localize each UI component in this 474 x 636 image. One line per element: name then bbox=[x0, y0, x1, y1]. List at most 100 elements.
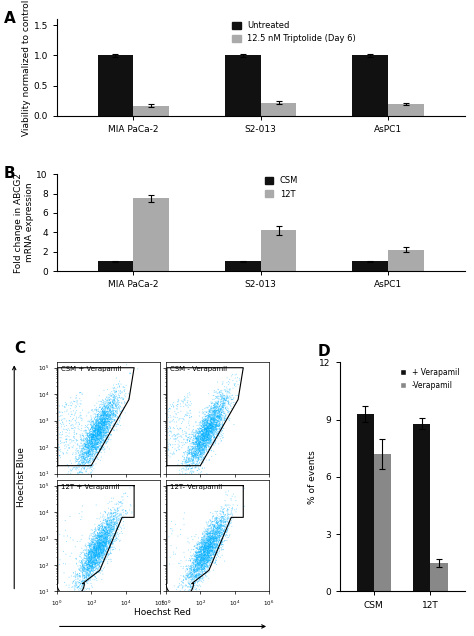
Point bbox=[207, 536, 215, 546]
Point bbox=[199, 441, 207, 452]
Point bbox=[106, 537, 113, 548]
Point bbox=[199, 424, 206, 434]
Point bbox=[74, 590, 82, 600]
Point bbox=[104, 408, 111, 418]
Point bbox=[99, 549, 106, 559]
Point bbox=[207, 533, 215, 543]
Point bbox=[88, 538, 96, 548]
Point bbox=[108, 414, 115, 424]
Point bbox=[79, 452, 87, 462]
Point bbox=[106, 522, 114, 532]
Point bbox=[200, 434, 208, 444]
Point bbox=[113, 499, 120, 509]
Point bbox=[210, 527, 218, 537]
Point bbox=[209, 533, 216, 543]
Point bbox=[84, 555, 92, 565]
Point bbox=[197, 441, 205, 451]
Point bbox=[89, 427, 97, 438]
Point bbox=[219, 378, 227, 389]
Point bbox=[203, 431, 210, 441]
Point bbox=[87, 550, 94, 560]
Point bbox=[100, 418, 107, 429]
Point bbox=[186, 563, 193, 574]
Point bbox=[82, 448, 90, 458]
Point bbox=[190, 454, 197, 464]
Point bbox=[182, 574, 190, 584]
Point bbox=[90, 546, 98, 556]
Point bbox=[89, 572, 97, 582]
Point bbox=[226, 392, 233, 402]
Point bbox=[213, 396, 221, 406]
Point bbox=[195, 446, 203, 457]
Point bbox=[117, 406, 125, 417]
Point bbox=[207, 424, 214, 434]
Point bbox=[86, 447, 94, 457]
Point bbox=[186, 565, 194, 575]
Point bbox=[104, 536, 112, 546]
Point bbox=[201, 432, 209, 443]
Point bbox=[102, 524, 109, 534]
Point bbox=[100, 541, 107, 551]
Point bbox=[216, 529, 224, 539]
Point bbox=[97, 420, 105, 431]
Point bbox=[196, 565, 203, 576]
Point bbox=[198, 565, 205, 575]
Point bbox=[87, 419, 94, 429]
Point bbox=[86, 541, 94, 551]
Point bbox=[89, 541, 97, 551]
Point bbox=[206, 433, 214, 443]
Point bbox=[209, 553, 216, 563]
Point bbox=[194, 581, 202, 591]
Point bbox=[210, 523, 217, 534]
Point bbox=[93, 556, 101, 566]
Point bbox=[202, 525, 210, 535]
Point bbox=[88, 441, 96, 452]
Point bbox=[100, 544, 107, 555]
Point bbox=[193, 436, 201, 446]
Point bbox=[74, 421, 82, 431]
Point bbox=[204, 416, 211, 426]
Point bbox=[94, 529, 101, 539]
Point bbox=[199, 431, 206, 441]
Point bbox=[209, 532, 217, 543]
Point bbox=[209, 425, 216, 435]
Point bbox=[88, 536, 96, 546]
Point bbox=[202, 536, 210, 546]
Point bbox=[192, 428, 200, 438]
Point bbox=[94, 540, 101, 550]
Point bbox=[60, 531, 68, 541]
Point bbox=[89, 460, 97, 471]
Point bbox=[188, 441, 195, 452]
Point bbox=[94, 427, 101, 437]
Point bbox=[103, 406, 111, 416]
Point bbox=[105, 418, 112, 428]
Point bbox=[217, 398, 224, 408]
Point bbox=[96, 429, 104, 439]
Point bbox=[215, 528, 222, 538]
Point bbox=[192, 571, 200, 581]
Point bbox=[99, 539, 106, 549]
Point bbox=[228, 510, 236, 520]
Point bbox=[211, 420, 219, 430]
Point bbox=[205, 543, 212, 553]
Point bbox=[91, 441, 99, 452]
Point bbox=[95, 418, 103, 429]
Point bbox=[80, 443, 87, 453]
Point bbox=[85, 562, 92, 572]
Point bbox=[200, 558, 207, 569]
Point bbox=[212, 527, 219, 537]
Point bbox=[98, 420, 105, 430]
Point bbox=[90, 558, 97, 568]
Point bbox=[99, 410, 106, 420]
Point bbox=[201, 543, 209, 553]
Point bbox=[82, 446, 90, 457]
Point bbox=[204, 539, 211, 550]
Point bbox=[193, 565, 201, 575]
Point bbox=[216, 523, 223, 534]
Point bbox=[194, 565, 201, 575]
Point bbox=[190, 568, 198, 578]
Point bbox=[94, 406, 101, 416]
Point bbox=[84, 441, 91, 452]
Point bbox=[110, 525, 118, 535]
Point bbox=[201, 567, 209, 577]
